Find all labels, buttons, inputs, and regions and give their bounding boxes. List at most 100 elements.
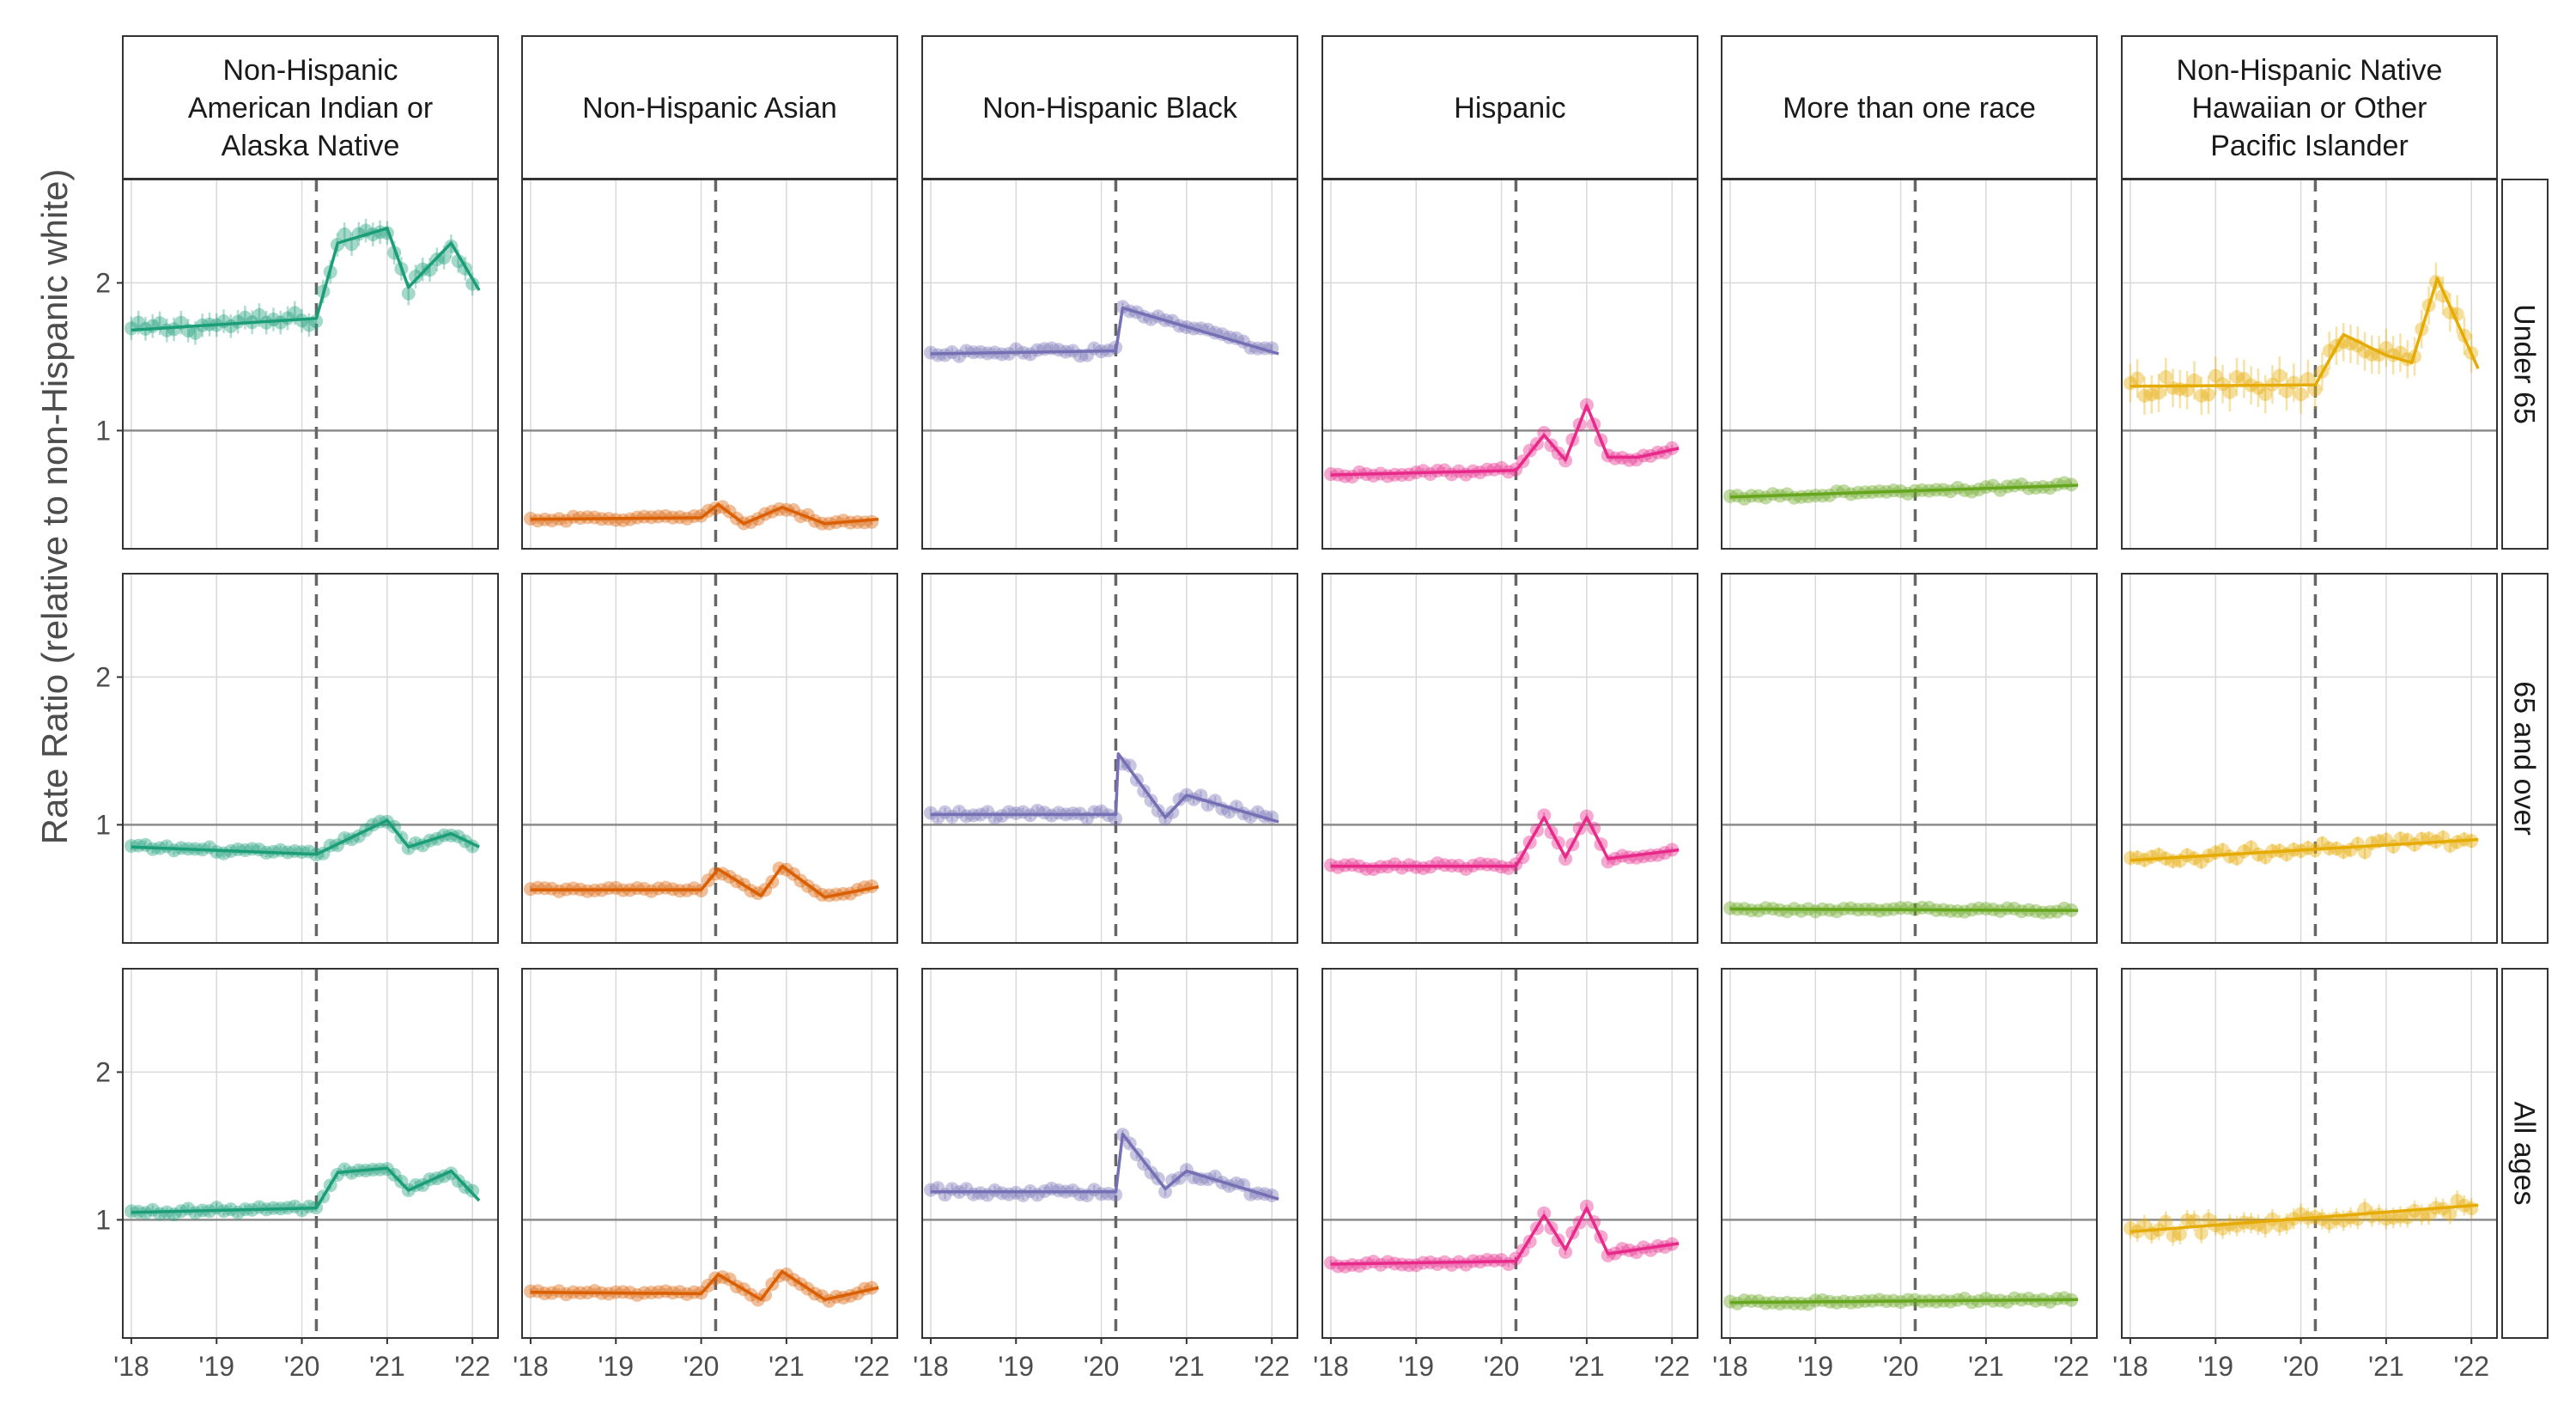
data-point (2287, 375, 2301, 390)
panel-border (122, 968, 499, 1339)
x-tick-label: '19 (1398, 1351, 1434, 1382)
x-tick-label: '18 (513, 1351, 549, 1382)
trend-line (131, 818, 480, 856)
data-point (2393, 345, 2408, 360)
data-point (2336, 1213, 2351, 1228)
data-point (2258, 386, 2273, 401)
series-marks (1323, 808, 1680, 876)
trend-line (1729, 1298, 2079, 1304)
trend-line (1729, 483, 2079, 499)
data-point (2379, 340, 2393, 355)
data-point (344, 1165, 359, 1180)
panel-background (123, 969, 498, 1338)
data-point (2007, 901, 2021, 915)
data-point (1815, 1293, 1830, 1308)
data-point (124, 321, 138, 336)
y-tick-label: 1 (95, 809, 111, 840)
data-point (1158, 1184, 1173, 1199)
data-point (2322, 1216, 2336, 1231)
data-point (1394, 861, 1409, 875)
data-point (2379, 1212, 2393, 1226)
facet-panel (2121, 573, 2498, 944)
column-strip-label: Non-Hispanic Native (2177, 54, 2443, 87)
x-tick-label: '18 (913, 1351, 949, 1382)
data-point (2043, 481, 2057, 496)
data-point (444, 828, 459, 842)
y-tick-label: 1 (95, 415, 111, 446)
panel-border (1321, 179, 1698, 550)
data-point (131, 315, 146, 330)
x-tick-label: '21 (1968, 1351, 2004, 1382)
data-point (1423, 467, 1437, 482)
data-point (2358, 845, 2372, 860)
series-marks (124, 218, 481, 345)
x-tick-label: '18 (113, 1351, 149, 1382)
data-point (1366, 468, 1381, 483)
data-point (1579, 1199, 1594, 1213)
x-tick-label: '19 (998, 1351, 1034, 1382)
data-point (2230, 370, 2245, 385)
data-point (238, 310, 252, 325)
data-point (451, 1174, 465, 1189)
panel-background (1322, 969, 1698, 1338)
data-point (252, 307, 266, 322)
data-point (687, 881, 702, 896)
x-tick-label: '20 (1484, 1351, 1520, 1382)
row-strip-label: Under 65 (2508, 304, 2541, 424)
panel-background (522, 969, 897, 1338)
data-point (1765, 487, 1780, 502)
row-strip-box (2501, 573, 2549, 944)
data-point (1381, 1255, 1395, 1269)
data-point (1794, 903, 1808, 918)
x-tick-label: '22 (1654, 1351, 1690, 1382)
data-point (1752, 903, 1766, 918)
y-axis-title: Rate Ratio (relative to non-Hispanic whi… (34, 169, 75, 845)
data-point (2152, 386, 2166, 400)
data-point (2393, 831, 2408, 846)
x-tick-label: '18 (1313, 1351, 1349, 1382)
data-point (1943, 484, 1958, 499)
data-point (2415, 1207, 2429, 1222)
data-point (1794, 1296, 1808, 1311)
data-point (2137, 388, 2152, 403)
data-point (1759, 490, 1773, 505)
column-strip-label: Non-Hispanic Asian (582, 92, 837, 125)
trend-line (530, 864, 879, 899)
facet-panel: 12 (95, 179, 499, 550)
data-point (1893, 901, 1908, 915)
data-point (2421, 1207, 2436, 1222)
facet-panel: 1 2 '18 '19 '20 '21 '22 (95, 968, 499, 1382)
data-point (2315, 836, 2330, 851)
data-point (2194, 388, 2208, 403)
panel-background (1722, 574, 2097, 943)
panels-layer: Non-Hispanic American Indian or Alaska Nat… (95, 35, 2549, 1382)
x-tick-label: '22 (454, 1351, 490, 1382)
panel-background (2122, 179, 2497, 549)
trend-line (1330, 404, 1680, 477)
data-point (587, 1284, 602, 1298)
data-point (408, 270, 422, 284)
panel-border (2121, 179, 2498, 550)
data-point (2172, 1227, 2187, 1242)
x-tick-label: '22 (854, 1351, 890, 1382)
column-strip-label: Alaska Native (222, 130, 400, 162)
data-point (210, 845, 224, 860)
data-point (2222, 385, 2237, 399)
panel-border (1321, 968, 1698, 1339)
y-axis-title-group: Rate Ratio (relative to non-Hispanic whi… (34, 169, 75, 845)
facet-panel: '18 '19 '20 '21 '22 (1313, 968, 1698, 1382)
data-point (337, 227, 352, 241)
series-marks (523, 500, 879, 531)
row-strip-box (2501, 179, 2549, 550)
data-point (2194, 854, 2208, 869)
data-point (609, 880, 623, 895)
facet-panel (521, 573, 898, 944)
column-strip-label: Hawaiian or Other (2191, 92, 2427, 125)
data-point (1172, 792, 1187, 806)
trend-line (530, 502, 879, 526)
data-point (2293, 387, 2308, 402)
data-point (188, 325, 203, 340)
series-marks (523, 1267, 879, 1308)
series-marks (2123, 1190, 2479, 1246)
x-tick-label: '21 (769, 1351, 805, 1382)
